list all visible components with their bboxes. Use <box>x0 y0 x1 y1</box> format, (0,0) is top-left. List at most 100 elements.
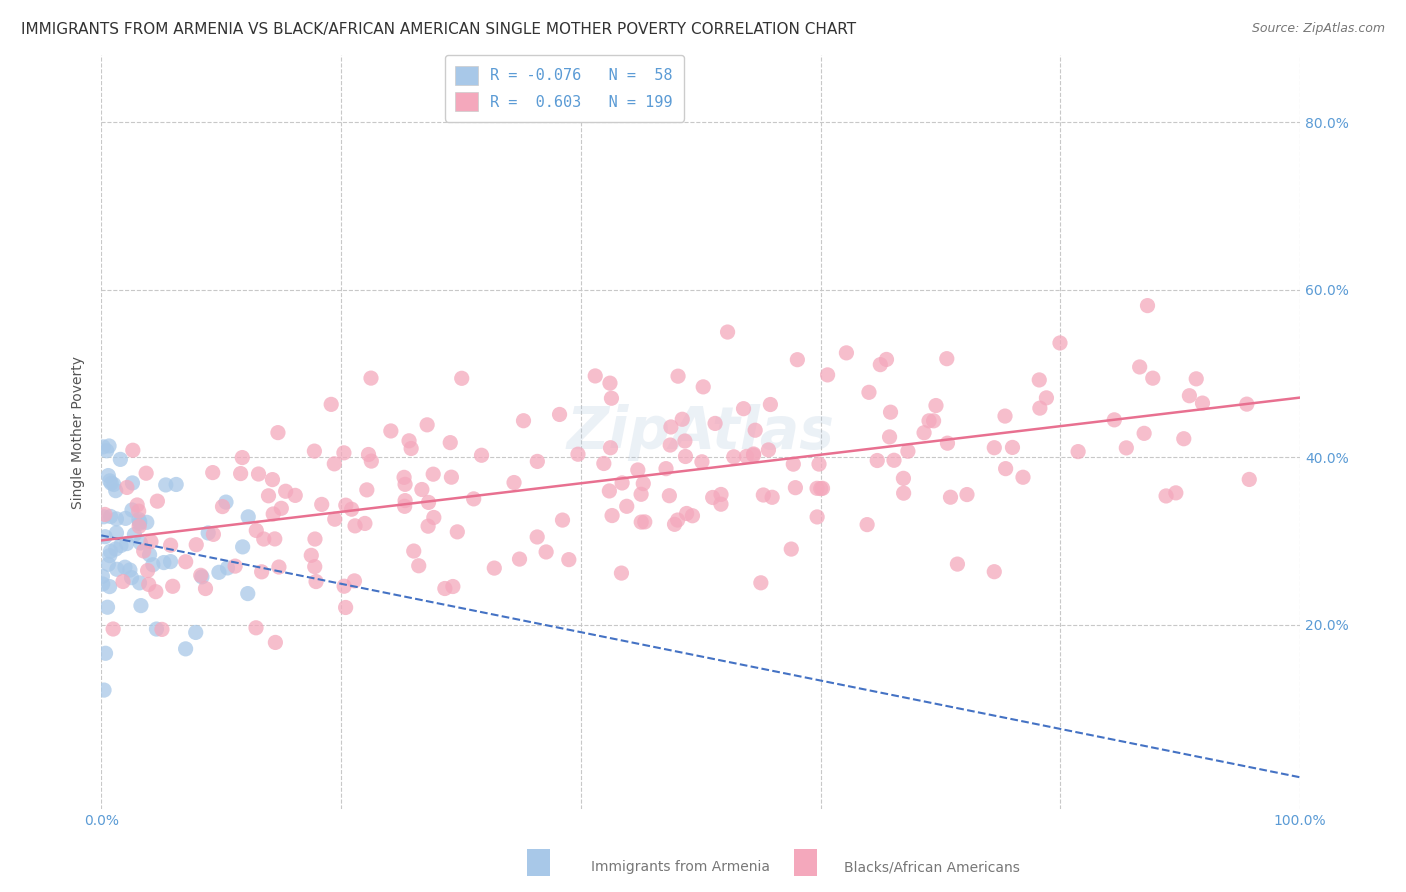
Point <box>835 346 858 360</box>
Point <box>91 569 114 583</box>
Point <box>633 476 655 491</box>
Point <box>354 516 377 531</box>
Point <box>262 473 284 487</box>
Point <box>939 490 962 504</box>
Point <box>1133 426 1156 441</box>
Point <box>323 512 346 526</box>
Point <box>394 493 416 508</box>
Point <box>716 325 738 339</box>
Point <box>124 527 146 541</box>
Point <box>1104 413 1126 427</box>
Point <box>592 457 614 471</box>
Text: Blacks/African Americans: Blacks/African Americans <box>844 860 1019 874</box>
Point <box>759 397 782 411</box>
Point <box>323 457 346 471</box>
Y-axis label: Single Mother Poverty: Single Mother Poverty <box>72 356 86 508</box>
Point <box>733 401 755 416</box>
Point <box>231 450 253 465</box>
Point <box>817 368 839 382</box>
Point <box>598 483 620 498</box>
Point <box>127 498 149 512</box>
Point <box>191 570 214 584</box>
Point <box>548 408 571 422</box>
Point <box>761 490 783 504</box>
Point <box>869 358 891 372</box>
Point <box>360 454 382 468</box>
Point <box>599 376 621 391</box>
Point <box>184 625 207 640</box>
Point <box>111 574 134 589</box>
Point <box>304 444 326 458</box>
Point <box>159 538 181 552</box>
Point <box>238 509 260 524</box>
Point <box>333 579 356 593</box>
Point <box>1191 396 1213 410</box>
Point <box>284 488 307 502</box>
Point <box>509 552 531 566</box>
Point <box>335 498 357 512</box>
Point <box>394 477 416 491</box>
Point <box>321 397 343 411</box>
Point <box>97 468 120 483</box>
Point <box>270 501 292 516</box>
Point <box>600 508 623 523</box>
Point <box>567 447 589 461</box>
Point <box>155 478 177 492</box>
Point <box>416 519 439 533</box>
Point <box>104 541 127 556</box>
Point <box>1136 299 1159 313</box>
Point <box>236 586 259 600</box>
Point <box>808 457 831 471</box>
Point <box>356 483 378 497</box>
Point <box>118 563 141 577</box>
Point <box>114 511 136 525</box>
Point <box>229 467 252 481</box>
Point <box>93 509 115 524</box>
Point <box>675 450 697 464</box>
Point <box>399 442 422 456</box>
Point <box>96 443 118 458</box>
Point <box>994 461 1017 475</box>
Point <box>202 527 225 541</box>
Point <box>735 450 758 464</box>
Point <box>253 532 276 546</box>
Point <box>402 544 425 558</box>
Point <box>98 549 121 563</box>
Point <box>211 500 233 514</box>
Point <box>142 558 165 572</box>
Point <box>100 476 122 491</box>
Point <box>897 444 920 458</box>
Point <box>121 503 143 517</box>
Point <box>201 466 224 480</box>
Point <box>742 447 765 461</box>
Point <box>484 561 506 575</box>
Point <box>423 510 446 524</box>
Point <box>558 552 581 566</box>
Point <box>634 515 657 529</box>
Point <box>936 436 959 450</box>
Point <box>655 461 678 475</box>
Point <box>702 491 724 505</box>
Point <box>1178 389 1201 403</box>
Point <box>1129 359 1152 374</box>
Point <box>257 489 280 503</box>
Point <box>630 487 652 501</box>
Point <box>121 571 143 585</box>
Point <box>744 423 766 437</box>
Point <box>186 538 208 552</box>
Point <box>93 683 115 698</box>
Point <box>600 391 623 405</box>
Point <box>806 481 828 495</box>
Point <box>416 417 439 432</box>
Point <box>340 502 363 516</box>
Point <box>1185 372 1208 386</box>
Point <box>267 560 290 574</box>
Point <box>91 440 114 454</box>
Point <box>659 420 682 434</box>
Point <box>411 483 433 497</box>
Point <box>103 477 125 491</box>
Point <box>704 417 727 431</box>
Point <box>526 530 548 544</box>
Point <box>439 435 461 450</box>
Text: Immigrants from Armenia: Immigrants from Armenia <box>591 860 769 874</box>
